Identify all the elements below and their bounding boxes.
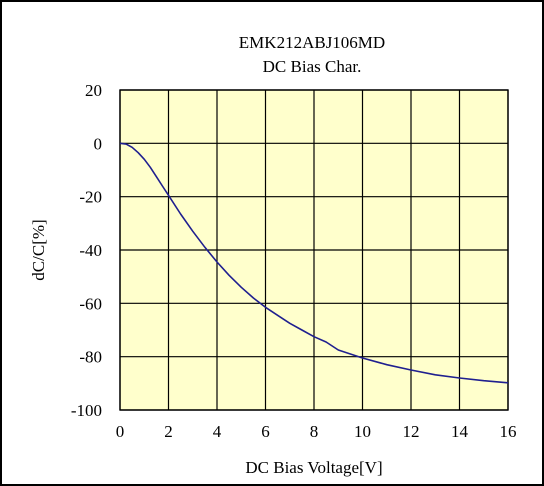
x-tick-label: 2 [164,422,173,441]
x-tick-label: 10 [354,422,371,441]
x-tick-label: 0 [116,422,125,441]
y-tick-label: -60 [79,294,102,313]
plot-border [119,89,509,411]
series-line [119,142,509,384]
x-tick-label: 8 [310,422,319,441]
x-tick-label: 12 [403,422,420,441]
chart-title: EMK212ABJ106MD [239,33,385,52]
y-tick-label: -100 [71,401,102,420]
y-tick-label: -40 [79,241,102,260]
x-tick-label: 4 [213,422,222,441]
x-tick-label: 14 [451,422,469,441]
y-axis-label: dC/C[%] [29,219,48,280]
y-tick-label: -80 [79,348,102,367]
chart-subtitle: DC Bias Char. [263,57,362,76]
x-axis-label: DC Bias Voltage[V] [245,458,382,477]
y-tick-label: 0 [94,134,103,153]
y-tick-label: -20 [79,188,102,207]
x-tick-label: 6 [261,422,270,441]
x-tick-label: 16 [500,422,517,441]
y-tick-label: 20 [85,81,102,100]
